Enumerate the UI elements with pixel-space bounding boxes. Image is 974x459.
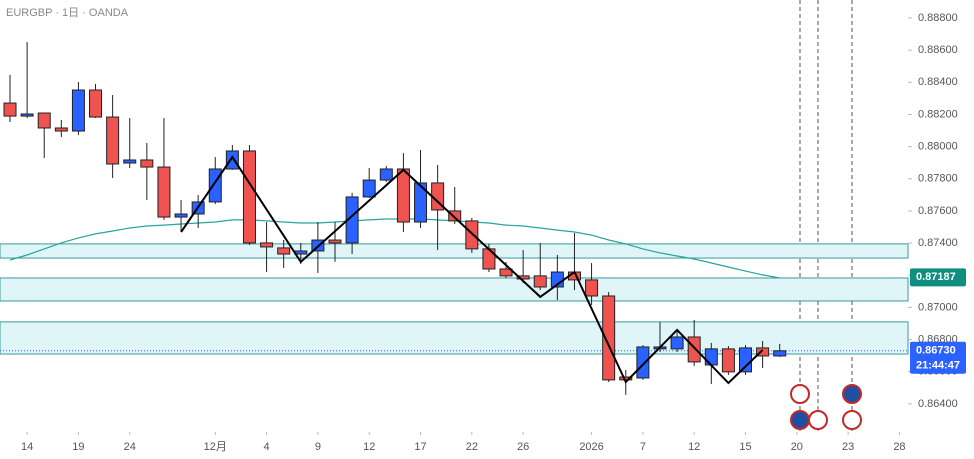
y-tick-label: 0.88000 (918, 141, 958, 153)
price-label-box (910, 268, 966, 287)
x-tick-label: 12月 (204, 441, 227, 453)
candle-body (704, 348, 718, 366)
x-tick-label: 4 (264, 441, 270, 453)
event-lines (799, 0, 853, 432)
y-tick-label: 0.88800 (918, 12, 958, 24)
x-tick-label: 9 (315, 441, 321, 453)
y-tick-label: 0.87000 (918, 301, 958, 313)
candle-body (294, 250, 308, 255)
x-tick-label: 2026 (579, 441, 603, 453)
candle-body (773, 350, 787, 357)
event-icon[interactable] (842, 410, 862, 430)
x-tick-label: 12 (363, 441, 375, 453)
zone (0, 321, 909, 355)
candle-body (721, 348, 735, 373)
y-tick-label: 0.88200 (918, 108, 958, 120)
candle-body (499, 268, 513, 277)
event-icon[interactable] (790, 384, 810, 404)
candle-body (208, 168, 222, 203)
x-tick-label: 22 (466, 441, 478, 453)
candle-body (756, 347, 770, 357)
candle-body (123, 159, 137, 164)
candle-body (448, 210, 462, 222)
zone (0, 243, 909, 259)
x-tick-label: 20 (791, 441, 803, 453)
candle-body (157, 166, 171, 218)
candle-body (670, 336, 684, 350)
candle-body (739, 347, 753, 373)
candle-body (106, 116, 120, 165)
plot: 0.88800 0.88600 0.88400 0.88200 0.88000 0.878… (0, 12, 966, 453)
x-tick-label: 14 (21, 441, 33, 453)
x-tick-label: 17 (414, 441, 426, 453)
x-tick-label: 28 (893, 441, 905, 453)
candle-body (37, 112, 51, 129)
moving-average (9, 218, 780, 279)
x-tick-label: 24 (124, 441, 136, 453)
candle-body (362, 179, 376, 198)
zone (0, 277, 909, 302)
candle-body (71, 89, 85, 132)
candle-body (533, 275, 547, 288)
event-icon[interactable] (808, 410, 828, 430)
y-tick-label: 0.88400 (918, 76, 958, 88)
countdown-label: 21:44:47 (916, 360, 960, 372)
candle-body (20, 113, 34, 117)
candle-body (379, 168, 393, 181)
candle-body (414, 182, 428, 223)
y-tick-label: 0.87800 (918, 173, 958, 185)
candle-body (516, 275, 530, 280)
y-tick-label: 0.86400 (918, 398, 958, 410)
x-tick-label: 12 (688, 441, 700, 453)
price-label: 0.87187 (916, 271, 956, 283)
candle-body (277, 247, 291, 255)
y-tick-label: 0.87600 (918, 205, 958, 217)
event-icon[interactable] (842, 384, 862, 404)
candle-body (687, 336, 701, 363)
candle-body (602, 295, 616, 381)
candle-body (242, 150, 256, 244)
candle-body (140, 159, 154, 168)
price-label-box (910, 341, 966, 374)
candle-body (89, 89, 103, 118)
event-icons[interactable] (790, 384, 862, 430)
candle-body (585, 279, 599, 297)
zigzag-line (180, 155, 764, 385)
candle-body (260, 242, 274, 248)
candle-body (174, 213, 188, 218)
candle-body (636, 346, 650, 379)
price-label: 0.86730 (916, 345, 956, 357)
candle-body (465, 220, 479, 250)
y-tick-label: 0.88600 (918, 44, 958, 56)
x-tick-label: 15 (739, 441, 751, 453)
x-tick-label: 19 (72, 441, 84, 453)
x-tick-label: 7 (640, 441, 646, 453)
candle-body (225, 150, 239, 170)
candle-body (3, 102, 17, 117)
x-tick-label: 23 (842, 441, 854, 453)
candle-body (396, 168, 410, 223)
y-tick-label: 0.87400 (918, 237, 958, 249)
candle-body (54, 127, 68, 132)
chart-title: EURGBP · 1日 · OANDA (6, 7, 129, 19)
event-icon[interactable] (790, 410, 810, 430)
candle-body (328, 239, 342, 244)
x-tick-label: 26 (517, 441, 529, 453)
